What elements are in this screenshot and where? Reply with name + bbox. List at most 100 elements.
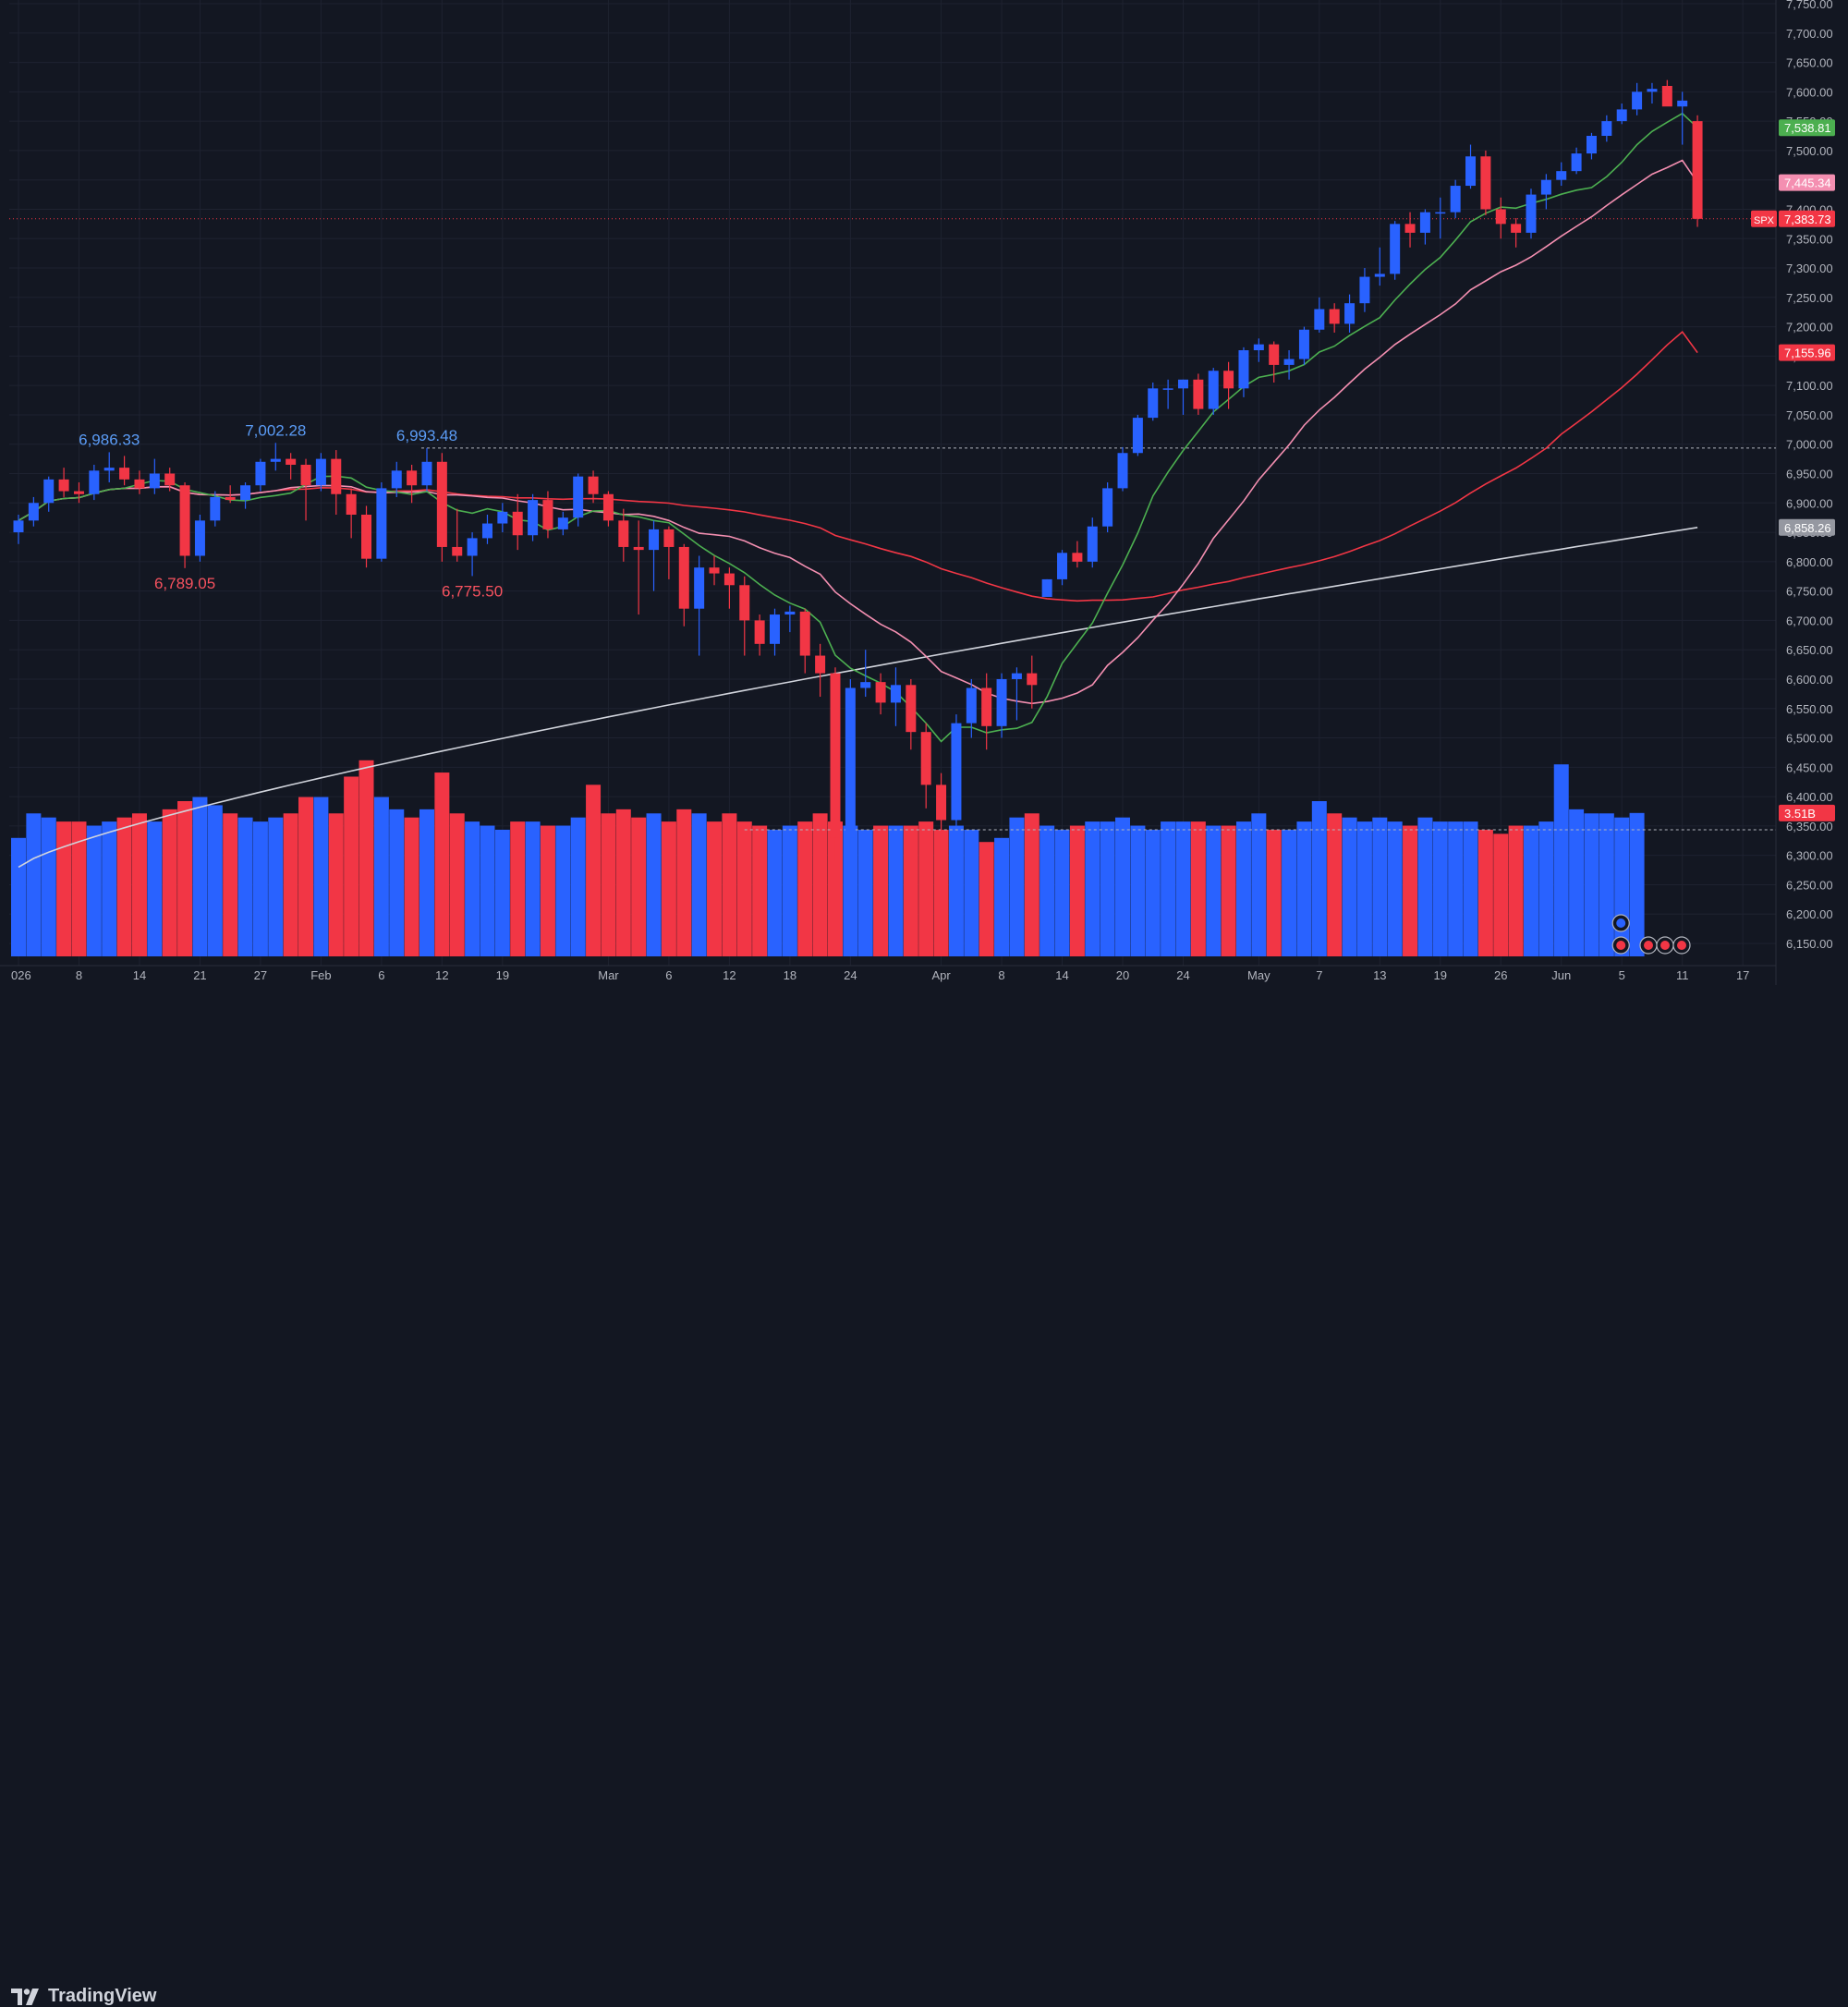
candle-body bbox=[1601, 121, 1612, 137]
tradingview-logo-icon bbox=[11, 1988, 39, 2005]
candle-body bbox=[1177, 379, 1188, 389]
candle-body bbox=[996, 678, 1007, 726]
volume-bar bbox=[268, 817, 284, 956]
candle-body bbox=[467, 538, 478, 556]
time-axis-tick: 12 bbox=[723, 968, 736, 982]
price-axis-tick: 7,350.00 bbox=[1786, 232, 1833, 246]
volume-bar bbox=[601, 813, 616, 956]
price-axis-tick: 7,500.00 bbox=[1786, 144, 1833, 158]
volume-bar bbox=[116, 817, 132, 956]
volume-bar bbox=[1432, 821, 1448, 956]
volume-bar bbox=[1417, 817, 1433, 956]
time-axis-tick: 5 bbox=[1619, 968, 1625, 982]
price-axis-tick: 7,700.00 bbox=[1786, 27, 1833, 41]
price-axis-tick: 7,200.00 bbox=[1786, 321, 1833, 334]
volume-bar bbox=[1508, 825, 1524, 956]
volume-bar bbox=[252, 821, 268, 956]
candle-body bbox=[588, 476, 599, 494]
volume-bar bbox=[918, 821, 934, 956]
candle-body bbox=[542, 500, 553, 529]
candle-body bbox=[633, 546, 644, 551]
volume-bar bbox=[223, 813, 238, 956]
candle-body bbox=[1162, 388, 1173, 390]
time-axis-tick: 12 bbox=[435, 968, 448, 982]
volume-bar bbox=[1403, 825, 1418, 956]
price-axis-tick: 6,450.00 bbox=[1786, 760, 1833, 774]
volume-bar bbox=[1311, 801, 1327, 956]
spx-candlestick-chart[interactable]: 6,986.33 7,002.28 6,993.48 6,789.05 6,775.50… bbox=[0, 0, 1848, 1040]
ma-fast-line bbox=[18, 112, 1698, 743]
volume-bar bbox=[782, 825, 797, 956]
symbol-tag-label: SPX bbox=[1754, 215, 1775, 226]
volume-bar bbox=[207, 805, 223, 956]
candle-body bbox=[210, 496, 221, 521]
volume-bar bbox=[994, 837, 1010, 956]
candle-body bbox=[103, 468, 115, 471]
candle-body bbox=[723, 573, 735, 586]
volume-bar bbox=[1221, 825, 1236, 956]
price-axis-tick: 6,550.00 bbox=[1786, 702, 1833, 716]
price-axis-tick: 6,650.00 bbox=[1786, 643, 1833, 657]
candle-body bbox=[481, 523, 492, 539]
event-markers[interactable] bbox=[1611, 914, 1691, 955]
candle-body bbox=[602, 493, 614, 521]
volume-bar bbox=[192, 797, 208, 956]
candle-body bbox=[890, 685, 901, 703]
candle-body bbox=[1390, 224, 1401, 274]
price-axis-tick: 6,350.00 bbox=[1786, 820, 1833, 833]
price-axis-tick: 7,300.00 bbox=[1786, 262, 1833, 275]
time-axis[interactable]: 026 8 14 21 27 Feb 6 12 19 Mar 6 12 18 24 Apr 8 14 20 24 Ma… bbox=[11, 968, 1749, 982]
price-axis-tick: 7,000.00 bbox=[1786, 438, 1833, 452]
price-tag-box bbox=[1779, 344, 1835, 361]
volume-bar bbox=[722, 813, 737, 956]
candle-body bbox=[1374, 274, 1385, 277]
candle-body bbox=[164, 473, 176, 486]
candle-body bbox=[452, 546, 463, 556]
volume-bar bbox=[933, 829, 949, 956]
price-tag-label: 6,858.26 bbox=[1784, 521, 1831, 535]
time-axis-tick: Mar bbox=[598, 968, 619, 982]
candle-body bbox=[376, 488, 387, 559]
flag-event-icon-dot bbox=[1677, 941, 1686, 950]
candle-body bbox=[179, 485, 190, 556]
candle-body bbox=[1087, 526, 1098, 562]
volume-bar bbox=[86, 825, 102, 956]
candle-body bbox=[255, 461, 266, 486]
candle-body bbox=[1117, 453, 1128, 489]
candle-body bbox=[1208, 371, 1219, 409]
time-axis-tick: 19 bbox=[496, 968, 509, 982]
volume-bar bbox=[71, 821, 87, 956]
volume-bar bbox=[1009, 817, 1025, 956]
volume-bar bbox=[147, 821, 163, 956]
candle-body bbox=[799, 611, 810, 656]
candle-body bbox=[709, 567, 720, 574]
volume-bar bbox=[298, 797, 314, 956]
candle-body bbox=[225, 496, 236, 501]
candle-body bbox=[754, 620, 765, 644]
candle-body bbox=[407, 470, 418, 486]
price-axis-tick: 7,750.00 bbox=[1786, 0, 1833, 11]
price-axis-tick: 6,800.00 bbox=[1786, 555, 1833, 569]
time-axis-tick: 6 bbox=[378, 968, 384, 982]
volume-bar bbox=[525, 821, 541, 956]
candle-body bbox=[1102, 488, 1113, 527]
candle-body bbox=[89, 470, 100, 494]
volume-bar bbox=[41, 817, 56, 956]
volume-bar bbox=[1463, 821, 1478, 956]
candle-body bbox=[1223, 371, 1234, 389]
price-annotation: 6,993.48 bbox=[396, 427, 457, 444]
volume-bar bbox=[404, 817, 419, 956]
price-axis-tick: 6,600.00 bbox=[1786, 673, 1833, 687]
tradingview-brand[interactable]: TradingView bbox=[11, 1986, 156, 2007]
time-axis-tick: Jun bbox=[1551, 968, 1571, 982]
candle-body bbox=[1677, 100, 1688, 107]
volume-bar bbox=[1115, 817, 1131, 956]
volume-bar bbox=[903, 825, 918, 956]
candle-body bbox=[678, 546, 689, 609]
candle-body bbox=[694, 567, 705, 609]
volume-bar bbox=[676, 809, 692, 956]
time-axis-tick: 24 bbox=[844, 968, 857, 982]
candle-body bbox=[1480, 156, 1491, 210]
flag-event-icon-dot bbox=[1644, 941, 1653, 950]
volume-bar bbox=[555, 825, 571, 956]
